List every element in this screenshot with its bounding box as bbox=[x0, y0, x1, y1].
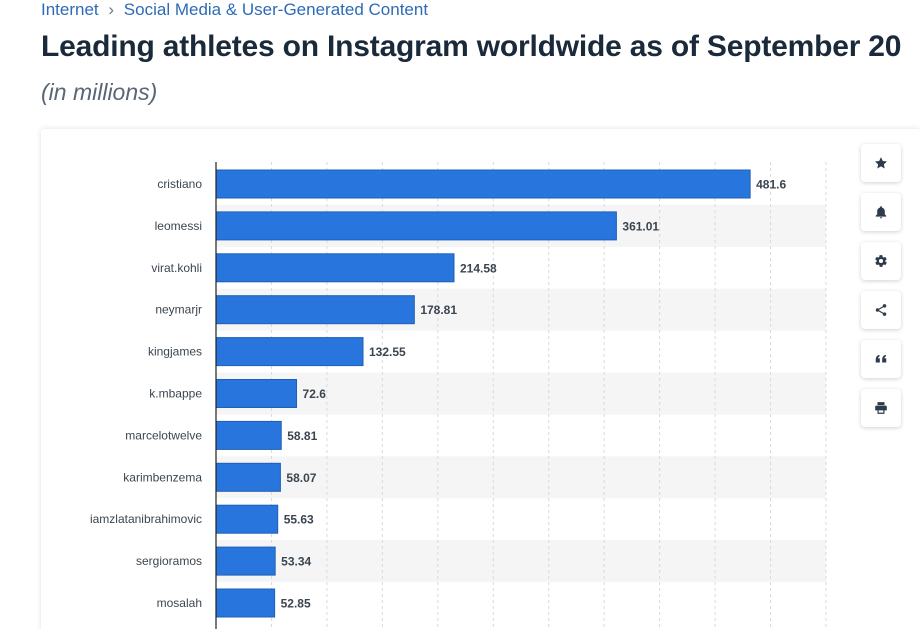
value-label: 55.63 bbox=[284, 513, 314, 527]
cite-button[interactable] bbox=[861, 340, 901, 378]
favorite-button[interactable] bbox=[861, 144, 901, 182]
category-label: sergioramos bbox=[136, 554, 202, 568]
gear-icon bbox=[875, 255, 887, 267]
bar bbox=[215, 211, 617, 241]
value-label: 52.85 bbox=[281, 597, 311, 611]
bar bbox=[215, 546, 276, 576]
bar bbox=[215, 588, 276, 618]
category-label: karimbenzema bbox=[123, 470, 202, 484]
row-stripe bbox=[216, 372, 826, 415]
value-label: 361.01 bbox=[622, 219, 659, 233]
value-label: 132.55 bbox=[369, 345, 406, 359]
bar bbox=[215, 337, 364, 367]
bell-icon bbox=[875, 206, 887, 219]
star-icon bbox=[874, 157, 888, 169]
bar-chart: cristiano 481.6 leomessi 361.01 virat.kohli 2… bbox=[90, 162, 827, 629]
category-label: cristiano bbox=[157, 177, 202, 191]
chart-card: cristiano 481.6 leomessi 361.01 virat.kohli 2… bbox=[41, 129, 920, 629]
value-label: 53.34 bbox=[281, 555, 311, 569]
breadcrumb-social-media-link[interactable]: Social Media & User-Generated Content bbox=[123, 0, 429, 19]
row-stripe bbox=[216, 540, 826, 583]
category-label: marcelotwelve bbox=[125, 428, 202, 442]
page-title: Leading athletes on Instagram worldwide … bbox=[41, 30, 902, 63]
print-button[interactable] bbox=[861, 389, 901, 427]
bar bbox=[215, 295, 415, 325]
bar bbox=[215, 420, 282, 450]
print-icon bbox=[875, 402, 887, 414]
category-label: mosalah bbox=[157, 596, 202, 610]
bar bbox=[215, 462, 281, 492]
category-label: kingjames bbox=[148, 345, 202, 359]
bar bbox=[215, 504, 279, 534]
breadcrumb: Internet › Social Media & User-Generated… bbox=[41, 0, 428, 20]
share-icon bbox=[875, 304, 887, 316]
value-label: 481.6 bbox=[756, 178, 786, 192]
bar bbox=[215, 379, 298, 408]
value-label: 72.6 bbox=[303, 387, 327, 401]
chart-toolbar bbox=[861, 144, 901, 438]
value-label: 58.81 bbox=[287, 429, 317, 443]
value-label: 178.81 bbox=[420, 303, 457, 317]
category-label: neymarjr bbox=[155, 303, 202, 317]
category-label: virat.kohli bbox=[151, 261, 202, 275]
settings-button[interactable] bbox=[861, 242, 901, 280]
page-subtitle: (in millions) bbox=[41, 79, 158, 105]
notification-button[interactable] bbox=[861, 193, 901, 231]
quote-icon bbox=[875, 354, 887, 363]
row-stripe bbox=[216, 456, 826, 499]
category-label: leomessi bbox=[155, 219, 202, 233]
bar bbox=[215, 253, 455, 283]
breadcrumb-separator: › bbox=[108, 0, 115, 19]
share-button[interactable] bbox=[861, 291, 901, 329]
value-label: 58.07 bbox=[286, 471, 316, 485]
value-label: 214.58 bbox=[460, 261, 497, 275]
breadcrumb-internet-link[interactable]: Internet bbox=[41, 0, 99, 19]
bar bbox=[215, 169, 751, 199]
category-label: iamzlatanibrahimovic bbox=[90, 512, 202, 526]
category-label: k.mbappe bbox=[149, 387, 202, 401]
